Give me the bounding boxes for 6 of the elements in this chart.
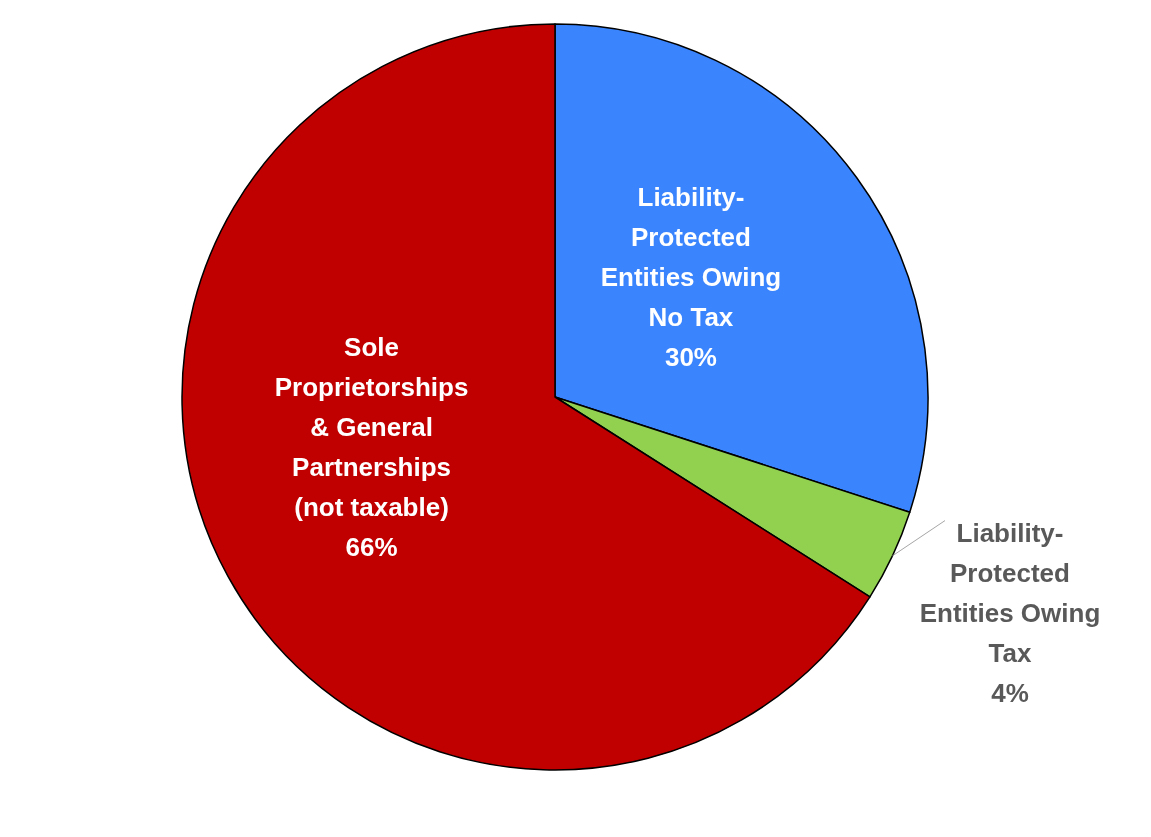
slice-label: Liability- Protected Entities Owing No Tax [600,181,782,332]
data-label: 4% [991,677,1029,708]
data-label: 66% [345,531,398,562]
slice-label: Sole Proprietorships & General Partnerships (not taxable) [274,331,469,522]
data-label: 30% [664,341,717,372]
slice-label: Liability- Protected Entities Owing Tax [919,517,1101,668]
